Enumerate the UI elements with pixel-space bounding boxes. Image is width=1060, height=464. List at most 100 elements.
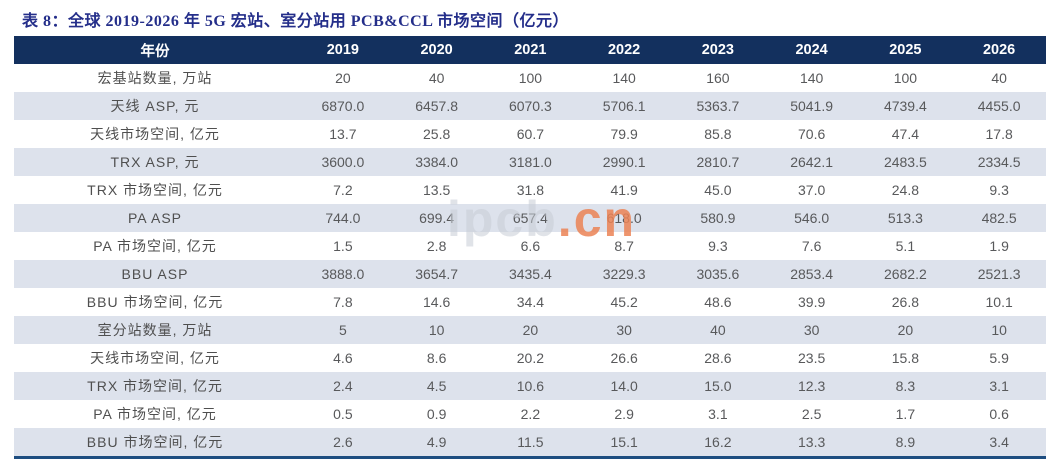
cell-value: 14.0 xyxy=(610,378,638,394)
cell-value: 3600.0 xyxy=(321,154,365,170)
table-row: PA 市场空间, 亿元 0.5 0.9 2.2 2.9 3.1 2.5 1.7 0.6 xyxy=(14,400,1046,428)
cell-value: 5.9 xyxy=(989,350,1009,366)
cell-value: 37.0 xyxy=(798,182,826,198)
cell-value: 513.3 xyxy=(887,210,923,226)
cell-value: 15.1 xyxy=(610,434,638,450)
table-row: BBU ASP 3888.0 3654.7 3435.4 3229.3 3035.6 285… xyxy=(14,260,1046,288)
cell-value: 30 xyxy=(616,322,632,338)
cell-value: 26.6 xyxy=(610,350,638,366)
cell-value: 28.6 xyxy=(704,350,732,366)
cell-value: 20 xyxy=(897,322,914,338)
cell-value: 0.9 xyxy=(426,406,447,422)
table-body: 宏基站数量, 万站 20 40 100 140 160 140 100 40 天线 ASP, 元 6… xyxy=(14,64,1046,458)
cell-value: 85.8 xyxy=(704,126,732,142)
cell-value: 6457.8 xyxy=(415,98,459,114)
cell-value: 4.6 xyxy=(333,350,353,366)
cell-value: 2.9 xyxy=(614,406,634,422)
cell-value: 40 xyxy=(710,322,726,338)
cell-value: 5 xyxy=(338,322,347,338)
cell-value: 10 xyxy=(991,322,1007,338)
cell-value: 8.9 xyxy=(895,434,916,450)
cell-value: 1.5 xyxy=(333,238,353,254)
cell-value: 13.3 xyxy=(798,434,826,450)
row-label: 天线市场空间, 亿元 xyxy=(90,126,220,142)
row-label: PA 市场空间, 亿元 xyxy=(93,238,217,254)
cell-value: 8.3 xyxy=(895,378,916,394)
cell-value: 100 xyxy=(518,70,543,86)
row-label: 天线市场空间, 亿元 xyxy=(90,350,220,366)
cell-value: 160 xyxy=(706,70,730,86)
cell-value: 6.6 xyxy=(520,238,541,254)
cell-value: 25.8 xyxy=(423,126,451,142)
cell-value: 3435.4 xyxy=(508,266,552,282)
cell-value: 6070.3 xyxy=(508,98,552,114)
cell-value: 4455.0 xyxy=(977,98,1021,114)
cell-value: 39.9 xyxy=(798,294,826,310)
year-header: 2025 xyxy=(858,36,953,64)
row-label: BBU 市场空间, 亿元 xyxy=(86,434,224,450)
cell-value: 2.6 xyxy=(333,434,353,450)
cell-value: 31.8 xyxy=(516,182,544,198)
cell-value: 79.9 xyxy=(610,126,638,142)
cell-value: 7.8 xyxy=(333,294,353,310)
cell-value: 3229.3 xyxy=(602,266,646,282)
table-row: PA 市场空间, 亿元 1.5 2.8 6.6 8.7 9.3 7.6 5.1 1.9 xyxy=(14,232,1046,260)
cell-value: 12.3 xyxy=(798,378,826,394)
table-row: 宏基站数量, 万站 20 40 100 140 160 140 100 40 xyxy=(14,64,1046,92)
cell-value: 20 xyxy=(335,70,351,86)
cell-value: 40 xyxy=(428,70,445,86)
cell-value: 70.6 xyxy=(798,126,826,142)
cell-value: 23.5 xyxy=(798,350,826,366)
cell-value: 48.6 xyxy=(704,294,732,310)
table-row: BBU 市场空间, 亿元 7.8 14.6 34.4 45.2 48.6 39.9 26.8 1… xyxy=(14,288,1046,316)
cell-value: 3384.0 xyxy=(415,154,459,170)
cell-value: 15.0 xyxy=(704,378,732,394)
cell-value: 10.1 xyxy=(985,294,1013,310)
cell-value: 3654.7 xyxy=(415,266,459,282)
cell-value: 8.7 xyxy=(614,238,634,254)
cell-value: 40 xyxy=(991,70,1007,86)
cell-value: 2.8 xyxy=(426,238,447,254)
row-label: TRX 市场空间, 亿元 xyxy=(87,378,223,394)
cell-value: 657.4 xyxy=(512,210,548,226)
year-header: 2024 xyxy=(764,36,859,64)
row-label: BBU 市场空间, 亿元 xyxy=(86,294,224,310)
cell-value: 14.6 xyxy=(423,294,451,310)
cell-value: 10 xyxy=(428,322,445,338)
year-header: 2021 xyxy=(483,36,578,64)
row-label: 天线 ASP, 元 xyxy=(110,98,200,114)
cell-value: 0.5 xyxy=(333,406,353,422)
cell-value: 15.8 xyxy=(891,350,919,366)
cell-value: 5041.9 xyxy=(790,98,834,114)
cell-value: 2.5 xyxy=(801,406,822,422)
cell-value: 9.3 xyxy=(708,238,728,254)
cell-value: 20 xyxy=(522,322,539,338)
year-header: 2020 xyxy=(389,36,484,64)
table-header-row: 年份 2019 2020 2021 2022 2023 2024 2025 2026 xyxy=(14,36,1046,64)
cell-value: 4.9 xyxy=(426,434,447,450)
cell-value: 13.5 xyxy=(423,182,451,198)
table-row: 天线市场空间, 亿元 4.6 8.6 20.2 26.6 28.6 23.5 15.8 5.9 xyxy=(14,344,1046,372)
table-title: 表 8：全球 2019-2026 年 5G 宏站、室分站用 PCB&CCL 市场… xyxy=(22,13,570,30)
cell-value: 1.9 xyxy=(989,238,1009,254)
cell-value: 3888.0 xyxy=(321,266,365,282)
cell-value: 5.1 xyxy=(895,238,916,254)
cell-value: 744.0 xyxy=(325,210,361,226)
table-row: TRX 市场空间, 亿元 2.4 4.5 10.6 14.0 15.0 12.3 8.3 3.1 xyxy=(14,372,1046,400)
cell-value: 45.0 xyxy=(704,182,732,198)
cell-value: 140 xyxy=(799,70,824,86)
year-column-header: 年份 xyxy=(14,36,296,64)
cell-value: 2682.2 xyxy=(883,266,927,282)
cell-value: 2642.1 xyxy=(790,154,834,170)
table-row: TRX 市场空间, 亿元 7.2 13.5 31.8 41.9 45.0 37.0 24.8 9… xyxy=(14,176,1046,204)
cell-value: 5363.7 xyxy=(696,98,740,114)
cell-value: 3.1 xyxy=(989,378,1009,394)
cell-value: 9.3 xyxy=(989,182,1009,198)
cell-value: 7.2 xyxy=(333,182,353,198)
cell-value: 20.2 xyxy=(516,350,544,366)
table-row: TRX ASP, 元 3600.0 3384.0 3181.0 2990.1 2810.7… xyxy=(14,148,1046,176)
cell-value: 4.5 xyxy=(426,378,447,394)
row-label: TRX ASP, 元 xyxy=(110,154,200,170)
cell-value: 10.6 xyxy=(516,378,544,394)
